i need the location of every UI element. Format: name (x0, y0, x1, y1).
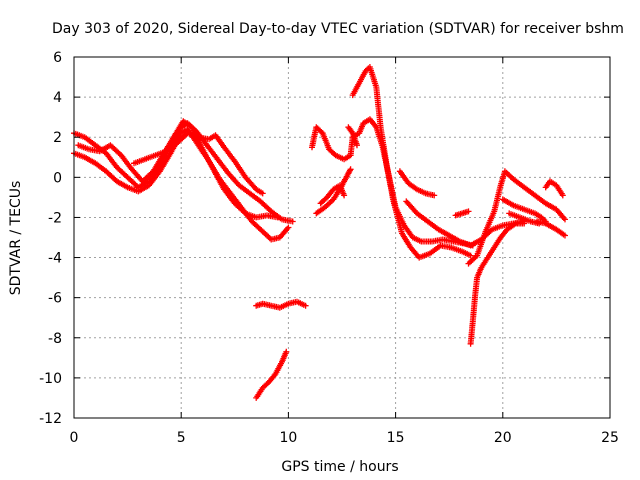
data-point (285, 224, 292, 231)
data-point (341, 192, 348, 199)
y-tick-labels: 6 4 2 0 -2 -4 -6 -8 -10 -12 (39, 50, 62, 427)
y-tick-label: -2 (48, 210, 62, 226)
data-point (521, 220, 528, 227)
series-track-f (253, 348, 290, 401)
data-point (274, 214, 281, 221)
x-tick-labels: 0 5 10 15 20 25 (70, 430, 619, 446)
x-tick-label: 15 (387, 430, 405, 446)
data-point (354, 142, 360, 149)
y-tick-label: -6 (48, 291, 62, 307)
x-tick-label: 20 (494, 430, 512, 446)
chart-title: Day 303 of 2020, Sidereal Day-to-day VTE… (52, 21, 624, 37)
data-point (241, 209, 248, 216)
series-track-j (345, 124, 360, 149)
data-point (302, 302, 309, 309)
x-tick-label: 25 (601, 430, 619, 446)
series-track-k (349, 64, 474, 261)
data-point (283, 348, 290, 355)
data-point (347, 166, 354, 173)
y-tick-label: 6 (53, 50, 62, 66)
y-tick-label: -10 (39, 371, 62, 387)
data-point (562, 232, 568, 239)
x-tick-label: 5 (177, 430, 186, 446)
data-points (71, 64, 568, 401)
series-track-s (534, 218, 568, 239)
axis-ticks (73, 56, 611, 419)
series-track-i (313, 166, 354, 217)
data-point (467, 252, 474, 259)
x-tick-label: 10 (279, 430, 297, 446)
data-point (562, 216, 568, 223)
data-point (559, 192, 566, 199)
plot-frame (73, 56, 611, 419)
data-point (289, 218, 296, 225)
series-track-t (542, 178, 566, 199)
series-track-e (253, 298, 309, 311)
y-tick-label: -8 (48, 331, 62, 347)
y-tick-label: 4 (53, 90, 62, 106)
data-point (372, 122, 379, 129)
y-tick-label: -12 (39, 411, 62, 427)
grid-lines (74, 57, 610, 418)
series-track-n (452, 208, 472, 219)
series-track-o (467, 220, 528, 347)
series-track-q (499, 196, 549, 225)
x-axis-label: GPS time / hours (281, 459, 398, 475)
y-axis-label: SDTVAR / TECUs (8, 181, 24, 296)
y-tick-label: -4 (48, 251, 62, 267)
series-track-l (396, 168, 438, 199)
x-tick-label: 0 (70, 430, 79, 446)
data-point (346, 167, 353, 174)
series-track-c (75, 118, 281, 221)
y-tick-label: 0 (53, 170, 62, 186)
series-track-p (465, 168, 568, 267)
y-tick-label: 2 (53, 130, 62, 146)
data-point (259, 190, 266, 197)
data-point (431, 192, 438, 199)
data-point (465, 208, 472, 215)
series-track-d (131, 130, 266, 197)
